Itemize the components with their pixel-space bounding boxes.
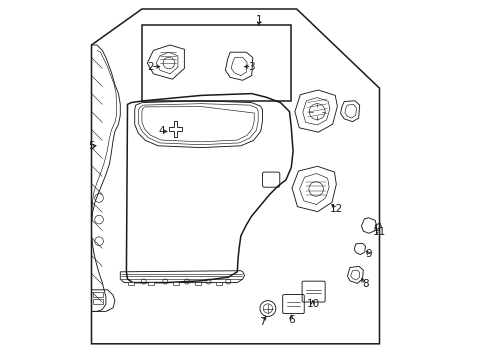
Text: 4: 4 xyxy=(158,126,164,136)
Text: 7: 7 xyxy=(259,317,265,327)
Bar xyxy=(92,292,102,297)
Bar xyxy=(92,299,102,304)
Text: 1: 1 xyxy=(255,15,262,25)
Bar xyxy=(128,282,134,285)
Bar xyxy=(216,282,222,285)
Text: 9: 9 xyxy=(365,249,371,259)
Text: 12: 12 xyxy=(329,204,342,214)
Bar xyxy=(148,282,153,285)
Bar xyxy=(173,282,179,285)
Text: 5: 5 xyxy=(88,141,95,151)
Text: 3: 3 xyxy=(248,62,254,72)
Bar xyxy=(142,25,291,101)
Text: 8: 8 xyxy=(361,279,367,289)
Text: 11: 11 xyxy=(372,227,386,237)
Text: 6: 6 xyxy=(287,315,294,325)
Text: 10: 10 xyxy=(305,299,319,309)
Text: 2: 2 xyxy=(147,62,154,72)
Bar xyxy=(194,282,200,285)
